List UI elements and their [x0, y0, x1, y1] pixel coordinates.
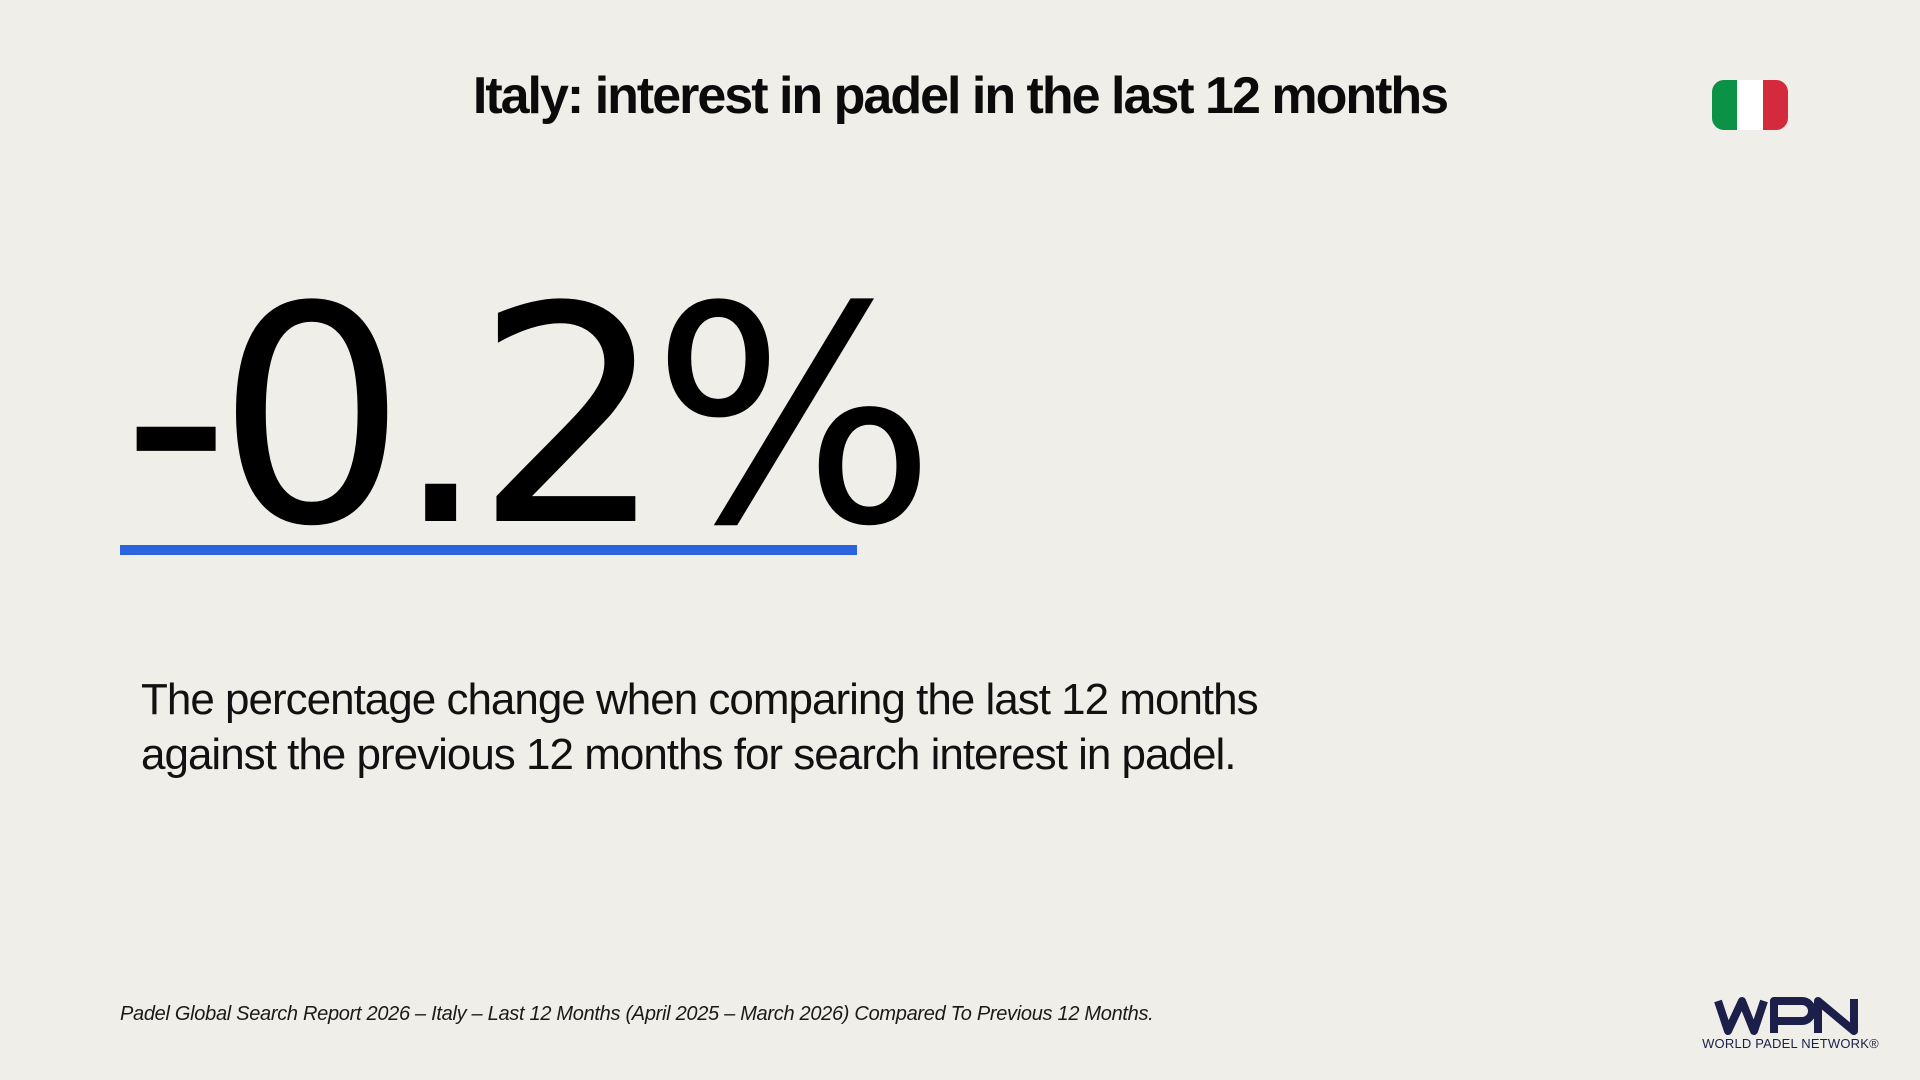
italy-flag-icon	[1712, 80, 1788, 130]
wpn-logo-mark-icon	[1714, 997, 1858, 1035]
stat-value: -0.2%	[122, 243, 936, 592]
flag-stripe-red	[1762, 80, 1788, 130]
page-title-text: Italy: interest in padel in the last 12 …	[472, 67, 1449, 125]
flag-stripe-green	[1712, 80, 1738, 130]
page-title: Italy: interest in padel in the last 12 …	[0, 66, 1920, 126]
stat-underline	[120, 545, 857, 555]
flag-stripe-white	[1737, 80, 1763, 130]
stat-description-line-1: The percentage change when comparing the…	[141, 675, 1259, 724]
source-footnote: Padel Global Search Report 2026 – Italy …	[120, 1003, 1154, 1025]
stat-description-line-2: against the previous 12 months for searc…	[141, 730, 1236, 779]
wpn-logo: WORLD PADEL NETWORK®	[1688, 995, 1893, 1055]
stat-description: The percentage change when comparing the…	[141, 672, 1441, 782]
wpn-logo-text: WORLD PADEL NETWORK®	[1702, 1036, 1879, 1051]
